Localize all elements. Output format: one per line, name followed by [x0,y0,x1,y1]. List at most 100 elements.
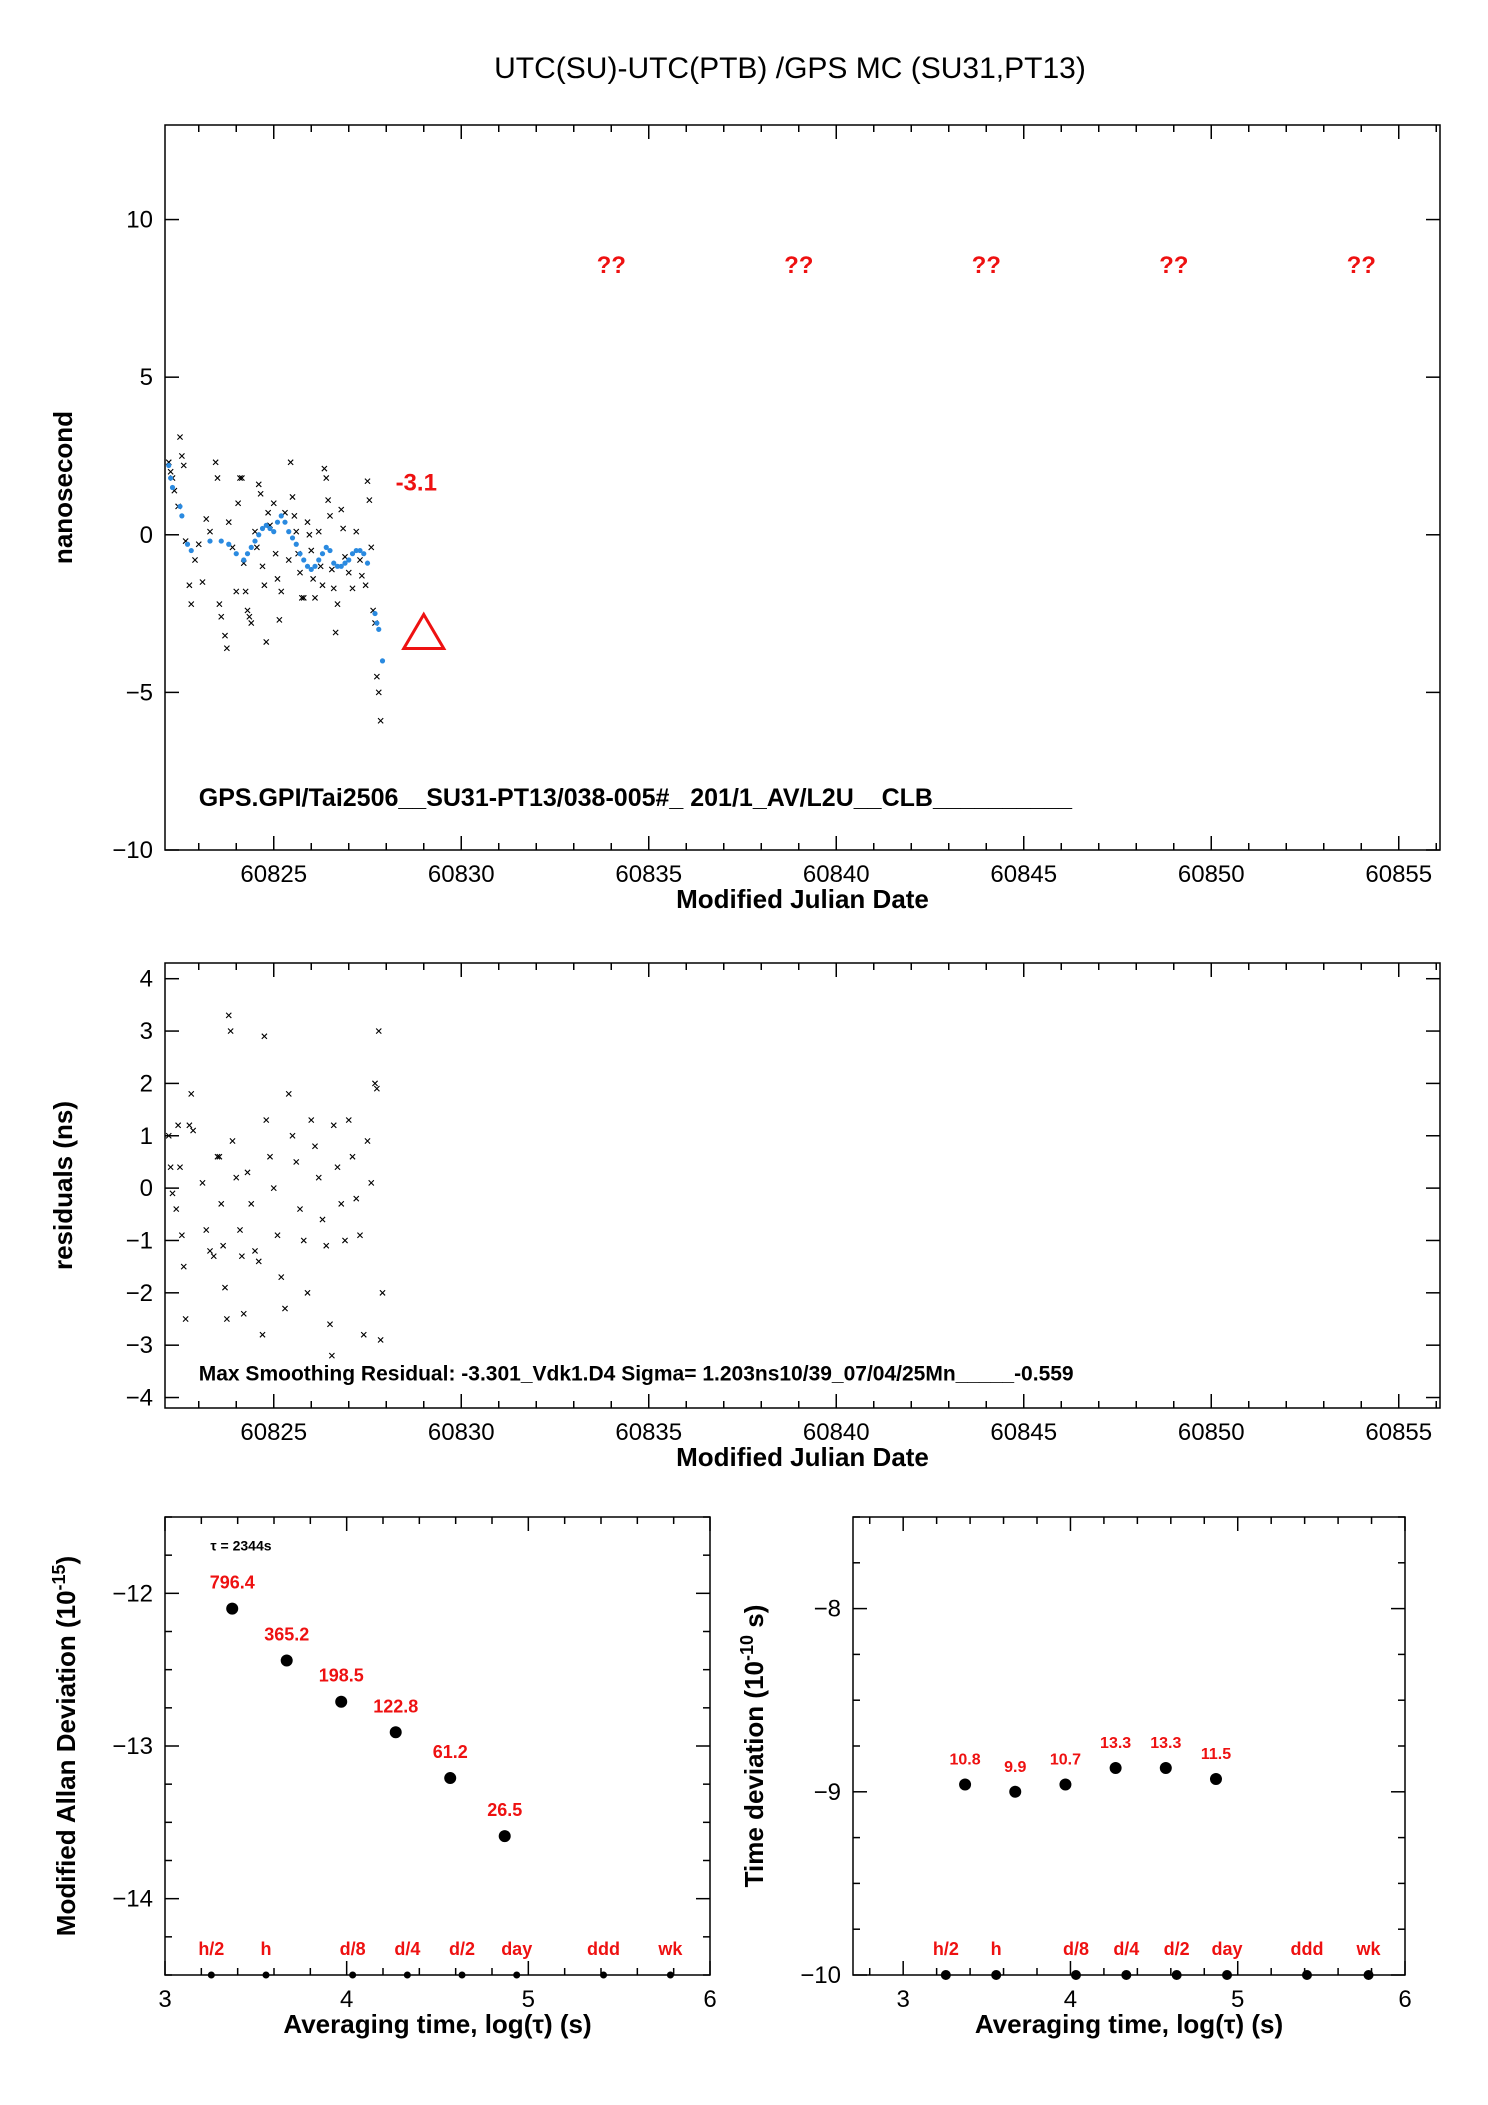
x-tick-label: 60845 [990,1419,1057,1446]
data-point [278,588,285,595]
residual-point [293,1158,300,1165]
chart-title: UTC(SU)-UTC(PTB) /GPS MC (SU31,PT13) [494,52,1086,85]
smoothed-point [338,563,344,569]
data-point [167,468,174,475]
interval-marker [1363,1970,1374,1980]
residual-point [210,1253,217,1260]
y-axis-label: nanosecond [48,411,78,564]
smoothed-point [316,557,322,563]
y-axis-label: Modified Allan Deviation (10-15) [49,1556,81,1936]
y-tick-label: 2 [140,1070,153,1097]
smoothed-point [374,620,380,626]
data-point [238,475,245,482]
deviation-point [280,1654,293,1667]
x-tick-label: 60830 [428,861,495,888]
smoothed-point [169,484,176,491]
data-point [315,528,322,535]
y-axis-label: residuals (ns) [48,1101,78,1270]
data-point [310,575,317,582]
y-tick-label: −3 [126,1332,153,1359]
data-point [287,459,294,466]
interval-marker-label: d/8 [340,1939,366,1959]
data-point [188,601,195,608]
residual-point [233,1174,240,1181]
residual-point [182,1316,189,1322]
y-tick-label: 1 [140,1123,153,1150]
data-point [297,569,303,576]
residual-point [255,1258,262,1265]
residual-point [308,1117,315,1124]
data-point [233,588,240,595]
smoothed-point [379,658,386,664]
data-point [214,475,221,482]
x-tick-label: 6 [703,1986,716,2013]
smoothed-point [323,544,329,550]
smoothed-point [293,541,299,547]
smoothed-point [319,551,326,557]
data-point [375,689,382,696]
data-point [319,582,326,589]
residual-point [274,1232,281,1239]
plot-frame [164,962,1441,1409]
x-tick-label: 3 [897,1986,910,2013]
residual-point [167,1164,174,1171]
residual-point [244,1169,251,1176]
y-tick-label: −14 [112,1886,153,1913]
data-point [364,478,371,485]
data-point [246,613,253,620]
residual-point [248,1200,255,1207]
data-point [253,544,260,551]
data-point [199,579,206,586]
smoothed-point [282,519,288,525]
data-point [248,620,255,627]
data-point [328,566,335,573]
x-tick-label: 3 [158,1986,171,2013]
smoothed-point [301,557,307,563]
residual-point [300,1237,307,1244]
data-point [274,575,281,582]
smoothed-point [297,551,303,557]
residual-point [285,1090,292,1097]
data-point [325,497,332,504]
deviation-value-label: 9.9 [1004,1759,1026,1776]
deviation-value-label: 13.3 [1150,1735,1181,1752]
residual-point [349,1153,356,1160]
smoothed-point [244,551,251,557]
interval-marker [1121,1970,1132,1980]
residual-point [237,1227,243,1233]
data-point [225,519,232,526]
deviation-value-label: 796.4 [210,1573,255,1593]
question-mark-label: ?? [597,252,626,279]
smoothed-point [376,626,382,632]
residual-point [345,1117,352,1124]
interval-marker-label: d/4 [394,1939,420,1959]
y-tick-label: −2 [126,1280,153,1307]
y-tick-label: −9 [814,1779,841,1806]
y-tick-label: −10 [800,1962,841,1989]
deviation-point [1109,1761,1122,1774]
smoothed-point [248,544,254,550]
interval-marker-label: d/2 [449,1939,475,1959]
deviation-value-label: 13.3 [1100,1735,1131,1752]
data-point [186,582,193,589]
smoothed-point [218,538,224,544]
data-point [263,638,270,645]
residual-point [379,1289,386,1296]
y-tick-label: −10 [112,837,153,864]
interval-marker-label: wk [657,1939,683,1959]
residual-point [229,1138,236,1144]
residual-point [334,1164,341,1171]
data-point [207,528,213,535]
data-point [177,434,183,441]
y-tick-label: −4 [126,1385,153,1412]
data-point [317,563,324,570]
x-tick-label: 6 [1398,1986,1411,2013]
interval-marker-label: ddd [1290,1939,1323,1959]
deviation-point [389,1726,402,1739]
deviation-point [444,1772,457,1785]
data-point [212,459,219,466]
deviation-point [959,1778,972,1791]
residual-point [368,1179,375,1186]
data-point [304,519,311,526]
residual-point [180,1263,187,1270]
